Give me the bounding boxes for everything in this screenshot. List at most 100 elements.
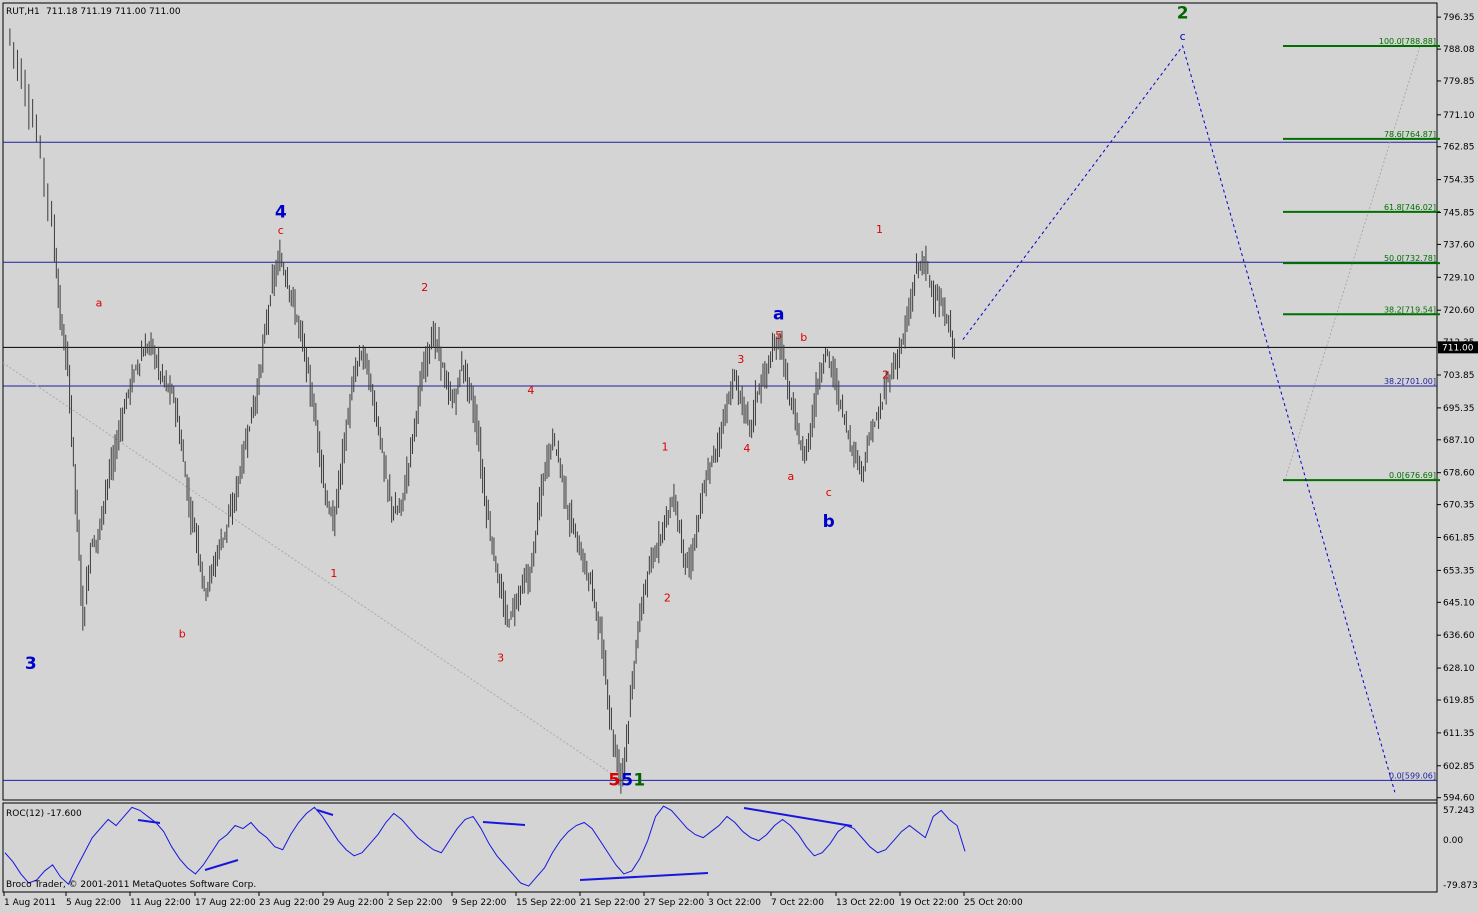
wave-label: b — [800, 331, 807, 344]
time-tick-label: 11 Aug 22:00 — [130, 898, 191, 908]
time-tick-label: 13 Oct 22:00 — [836, 898, 895, 908]
price-tick-label: 687.10 — [1443, 436, 1475, 446]
time-tick-label: 9 Sep 22:00 — [452, 898, 507, 908]
wave-label: 1 — [633, 770, 645, 790]
wave-label: 3 — [25, 654, 37, 674]
price-tick-label: 661.85 — [1443, 533, 1475, 543]
projection-path — [962, 44, 1396, 793]
roc-axis-zero: 0.00 — [1443, 836, 1463, 846]
chart-ohlc-label: 711.18 711.19 711.00 711.00 — [46, 7, 181, 17]
wave-label: 4 — [527, 384, 534, 397]
retracement-label: 38.2[701.00] — [1384, 377, 1436, 386]
wave-label: c — [826, 486, 832, 499]
price-axis-labels: 796.35 788.08 779.85 771.10 762.85 754.35 745.… — [1437, 13, 1478, 804]
time-tick-label: 7 Oct 22:00 — [771, 898, 824, 908]
roc-divergence-line — [579, 872, 709, 881]
time-tick-label: 5 Aug 22:00 — [66, 898, 121, 908]
wave-label: 5 — [608, 770, 620, 790]
wave-label: 1 — [330, 567, 337, 580]
wave-label: c — [1180, 30, 1186, 43]
wave-label: 2 — [664, 592, 671, 605]
roc-divergence-line — [137, 819, 161, 824]
copyright-label: Broco Trader, © 2001-2011 MetaQuotes Sof… — [6, 880, 256, 890]
price-tick-label: 619.85 — [1443, 696, 1475, 706]
price-tick-label: 754.35 — [1443, 176, 1475, 186]
roc-divergence-line — [743, 807, 853, 827]
price-tick-label: 703.85 — [1443, 371, 1475, 381]
fib-level-label: 100.0[788.88] — [1379, 37, 1436, 46]
current-price-label: 711.00 — [1442, 343, 1474, 353]
price-tick-label: 729.10 — [1443, 273, 1475, 283]
time-tick-label: 29 Aug 22:00 — [323, 898, 384, 908]
chart-symbol-label: RUT,H1 — [6, 7, 40, 17]
time-tick-label: 15 Sep 22:00 — [516, 898, 576, 908]
wave-label: a — [96, 297, 103, 310]
fib-level-label: 61.8[746.02] — [1384, 203, 1436, 212]
time-tick-label: 2 Sep 22:00 — [388, 898, 443, 908]
wave-label: b — [179, 628, 186, 641]
time-tick-label: 3 Oct 22:00 — [708, 898, 761, 908]
price-tick-label: 670.35 — [1443, 501, 1475, 511]
price-tick-label: 771.10 — [1443, 111, 1475, 121]
roc-divergence-line — [204, 859, 239, 871]
wave-label: 3 — [737, 353, 744, 366]
roc-layer — [4, 805, 966, 887]
price-tick-label: 653.35 — [1443, 566, 1475, 576]
wave-label: 2 — [1177, 3, 1189, 23]
roc-line — [4, 805, 966, 887]
roc-divergence-line — [482, 821, 526, 826]
retracement-label: 0.0[599.06] — [1389, 771, 1436, 780]
price-tick-label: 762.85 — [1443, 143, 1475, 153]
wave-label: c — [278, 224, 284, 237]
price-tick-label: 788.08 — [1443, 45, 1475, 55]
price-tick-label: 611.35 — [1443, 729, 1475, 739]
projection-layer — [962, 44, 1396, 793]
time-tick-label: 25 Oct 20:00 — [964, 898, 1023, 908]
wave-label: a — [773, 304, 784, 324]
horizontal-lines-layer — [2, 45, 1437, 782]
wave-label: 4 — [275, 203, 287, 223]
price-tick-label: 645.10 — [1443, 598, 1475, 608]
time-tick-label: 23 Aug 22:00 — [259, 898, 320, 908]
fib-level-label: 38.2[719.54] — [1384, 305, 1436, 314]
price-tick-label: 678.60 — [1443, 469, 1475, 479]
price-tick-label: 695.35 — [1443, 404, 1475, 414]
candles-layer — [9, 28, 955, 794]
wave-label: 4 — [743, 442, 750, 455]
wave-label: 1 — [876, 223, 883, 236]
wave-label: 5 — [775, 329, 782, 342]
time-tick-label: 17 Aug 22:00 — [195, 898, 256, 908]
price-tick-label: 737.60 — [1443, 240, 1475, 250]
time-tick-label: 19 Oct 22:00 — [900, 898, 959, 908]
roc-indicator-label: ROC(12) -17.600 — [6, 809, 82, 819]
fib-level-label: 50.0[732.78] — [1384, 254, 1436, 263]
time-tick-label: 27 Sep 22:00 — [644, 898, 704, 908]
fib-level-label: 0.0[676.69] — [1389, 471, 1436, 480]
wave-label: a — [787, 470, 794, 483]
wave-label: 1 — [662, 441, 669, 454]
price-tick-label: 628.10 — [1443, 664, 1475, 674]
wave-label: 2 — [882, 368, 889, 381]
time-tick-label: 1 Aug 2011 — [4, 898, 56, 908]
fibonacci-layer: 100.0[788.88] 78.6[764.87] 61.8[746.02] 50.… — [1283, 37, 1440, 780]
time-axis-labels: 1 Aug 2011 5 Aug 22:00 11 Aug 22:00 17 Aug … — [3, 892, 1023, 908]
fib-level-label: 78.6[764.87] — [1384, 130, 1436, 139]
price-tick-label: 745.85 — [1443, 209, 1475, 219]
wave-label: b — [823, 512, 835, 532]
roc-axis-bottom: -79.873 — [1443, 881, 1478, 891]
current-price-tag — [1438, 341, 1478, 354]
wave-label: 2 — [421, 281, 428, 294]
price-tick-label: 796.35 — [1443, 13, 1475, 23]
price-tick-label: 594.60 — [1443, 794, 1475, 804]
time-tick-label: 21 Sep 22:00 — [580, 898, 640, 908]
price-tick-label: 779.85 — [1443, 77, 1475, 87]
price-tick-label: 636.60 — [1443, 631, 1475, 641]
price-tick-label: 720.60 — [1443, 306, 1475, 316]
price-tick-label: 602.85 — [1443, 762, 1475, 772]
wave-label: 5 — [621, 770, 633, 790]
roc-axis-top: 57.243 — [1443, 806, 1475, 816]
